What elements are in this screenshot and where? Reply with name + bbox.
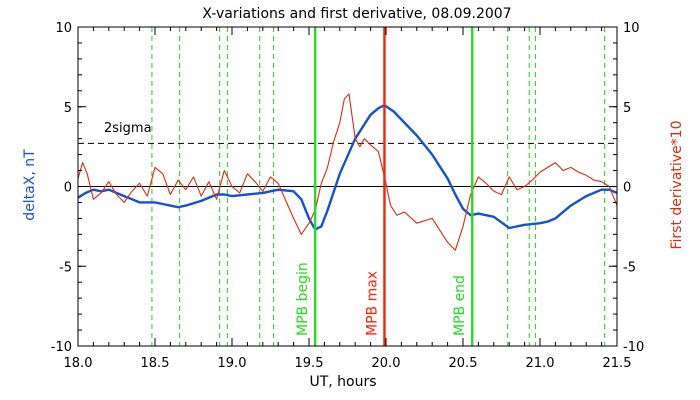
x-tick-label: 19.5 — [295, 356, 324, 371]
marker-label-1: MPB max — [364, 271, 380, 336]
y-tick-label-left: -10 — [51, 340, 72, 355]
chart-series-group: MPB begin MPB max MPB end — [77, 27, 618, 346]
chart-title: X-variations and first derivative, 08.09… — [202, 6, 511, 22]
chart-reference-lines — [78, 27, 617, 346]
x-tick-label: 18.5 — [141, 356, 170, 371]
x-tick-label: 20.0 — [372, 356, 401, 371]
y-tick-label-left: 0 — [64, 181, 72, 196]
chart-ticks: 18.0 18.5 19.0 19.5 20.0 20.5 21.0 21.5-10 -10-5… — [51, 21, 644, 371]
x-tick-label: 21.5 — [603, 356, 632, 371]
y-axis-label-left: deltaX, nT — [22, 149, 38, 221]
y-tick-label-right: 10 — [623, 21, 640, 36]
y-axis-label-right: First derivative*10 — [669, 120, 685, 249]
marker-label-0: MPB begin — [295, 262, 311, 336]
y-tick-label-right: -5 — [623, 260, 636, 275]
y-tick-label-right: -10 — [623, 340, 644, 355]
series-line-derivative — [77, 93, 618, 251]
x-axis-label: UT, hours — [309, 374, 376, 390]
y-tick-label-left: -5 — [59, 260, 72, 275]
y-tick-label-right: 0 — [623, 181, 631, 196]
marker-label-2: MPB end — [452, 275, 468, 336]
y-tick-label-right: 5 — [623, 101, 631, 116]
x-tick-label: 18.0 — [64, 356, 93, 371]
y-tick-label-left: 10 — [55, 21, 72, 36]
x-tick-label: 20.5 — [449, 356, 478, 371]
x-tick-label: 21.0 — [526, 356, 555, 371]
series-line-deltax — [77, 103, 618, 231]
x-tick-label: 19.0 — [218, 356, 247, 371]
sigma-label: 2sigma — [104, 121, 152, 136]
y-tick-label-left: 5 — [64, 101, 72, 116]
